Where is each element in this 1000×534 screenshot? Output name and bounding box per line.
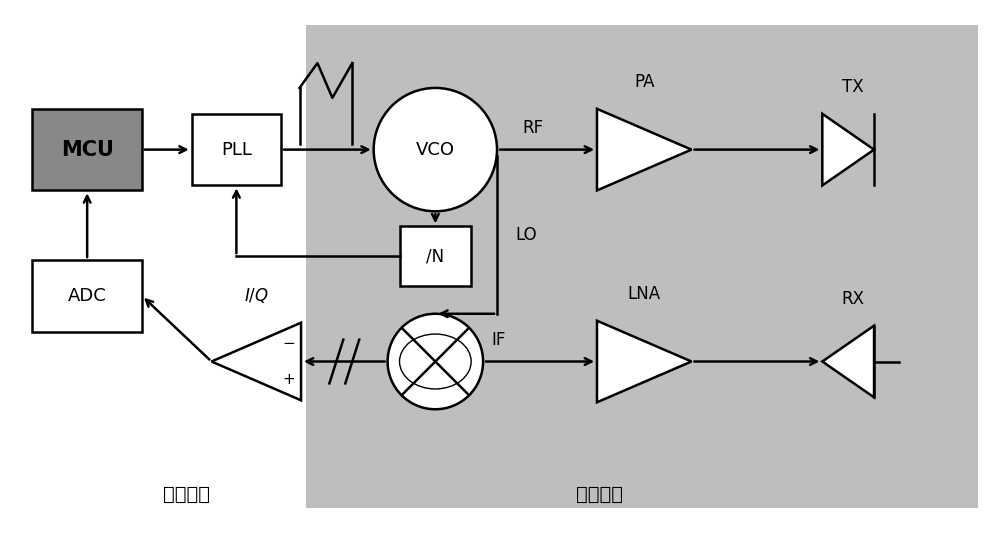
Bar	[32, 109, 142, 191]
Polygon shape	[822, 326, 874, 397]
Text: MCU: MCU	[61, 139, 114, 160]
Text: VCO: VCO	[416, 140, 455, 159]
Text: IF: IF	[491, 331, 505, 349]
Text: −: −	[283, 336, 295, 351]
Text: PA: PA	[634, 73, 654, 91]
Text: LO: LO	[515, 226, 537, 244]
Bar	[192, 114, 281, 185]
Text: $I/Q$: $I/Q$	[244, 286, 269, 305]
Bar	[32, 260, 142, 332]
Circle shape	[374, 88, 497, 211]
Polygon shape	[597, 109, 691, 191]
Text: RF: RF	[522, 119, 543, 137]
Text: TX: TX	[842, 78, 864, 96]
Text: 中频放大: 中频放大	[163, 485, 210, 504]
Polygon shape	[212, 323, 301, 400]
Text: LNA: LNA	[628, 285, 661, 303]
Polygon shape	[597, 321, 691, 402]
Polygon shape	[822, 114, 874, 185]
Circle shape	[388, 314, 483, 409]
Text: RX: RX	[842, 290, 865, 308]
Text: +: +	[283, 372, 295, 387]
Text: 雷达模块: 雷达模块	[576, 485, 623, 504]
Text: /N: /N	[426, 247, 444, 265]
Text: PLL: PLL	[221, 140, 252, 159]
Bar	[306, 25, 978, 508]
Bar	[400, 226, 471, 286]
Text: ADC: ADC	[68, 287, 107, 305]
